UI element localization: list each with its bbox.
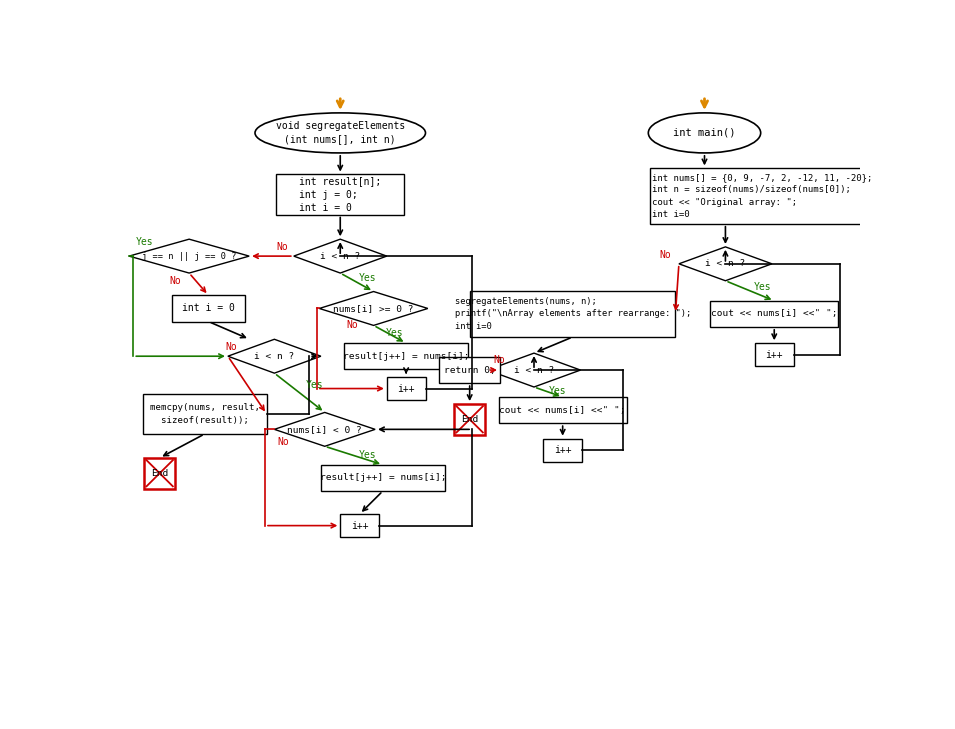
FancyBboxPatch shape [711, 301, 838, 327]
Text: j == n || j == 0 ?: j == n || j == 0 ? [142, 252, 237, 260]
Text: cout << nums[i] <<" ";: cout << nums[i] <<" "; [499, 405, 626, 415]
Text: No: No [226, 342, 238, 352]
Text: int i = 0: int i = 0 [182, 303, 235, 313]
Text: void segregateElements
(int nums[], int n): void segregateElements (int nums[], int … [276, 121, 405, 144]
Text: No: No [278, 437, 289, 448]
FancyBboxPatch shape [754, 343, 794, 366]
Polygon shape [319, 292, 428, 325]
FancyBboxPatch shape [650, 168, 875, 224]
Text: result[j++] = nums[i];: result[j++] = nums[i]; [320, 473, 446, 483]
Text: i++: i++ [554, 445, 571, 455]
Text: Yes: Yes [548, 386, 566, 396]
Ellipse shape [255, 113, 426, 153]
Text: nums[i] >= 0 ?: nums[i] >= 0 ? [333, 304, 414, 313]
Text: No: No [276, 242, 288, 252]
Text: No: No [169, 276, 181, 286]
FancyBboxPatch shape [144, 458, 175, 488]
Polygon shape [129, 239, 249, 273]
Polygon shape [228, 339, 321, 373]
Ellipse shape [648, 113, 761, 153]
FancyBboxPatch shape [455, 404, 485, 434]
Text: return 0;: return 0; [444, 365, 496, 375]
Polygon shape [294, 239, 387, 273]
Text: memcpy(nums, result,
  sizeof(result));: memcpy(nums, result, sizeof(result)); [150, 403, 260, 424]
Text: Yes: Yes [753, 282, 772, 292]
FancyBboxPatch shape [543, 439, 582, 461]
Text: nums[i] < 0 ?: nums[i] < 0 ? [287, 425, 362, 434]
FancyBboxPatch shape [439, 357, 499, 383]
FancyBboxPatch shape [172, 295, 245, 321]
Text: int main(): int main() [673, 128, 735, 138]
Text: Yes: Yes [386, 328, 403, 338]
Text: End: End [151, 469, 168, 477]
Text: No: No [660, 249, 671, 260]
Text: int result[n];
int j = 0;
int i = 0: int result[n]; int j = 0; int i = 0 [299, 176, 381, 213]
FancyBboxPatch shape [142, 394, 266, 434]
Text: i++: i++ [397, 383, 414, 394]
Text: Yes: Yes [136, 237, 153, 247]
Text: i++: i++ [766, 350, 783, 359]
FancyBboxPatch shape [276, 174, 404, 214]
FancyBboxPatch shape [499, 397, 626, 424]
Polygon shape [679, 247, 772, 281]
Text: Yes: Yes [358, 273, 376, 283]
Text: No: No [346, 321, 358, 330]
Text: cout << nums[i] <<" ";: cout << nums[i] <<" "; [711, 309, 838, 319]
Text: Yes: Yes [358, 450, 376, 460]
Polygon shape [274, 413, 375, 446]
Text: int nums[] = {0, 9, -7, 2, -12, 11, -20};
int n = sizeof(nums)/sizeof(nums[0]);
: int nums[] = {0, 9, -7, 2, -12, 11, -20}… [652, 174, 873, 219]
Text: Yes: Yes [306, 381, 324, 391]
Text: No: No [493, 355, 505, 365]
Text: i < n ?: i < n ? [320, 252, 360, 260]
FancyBboxPatch shape [344, 343, 468, 370]
Text: segregateElements(nums, n);
printf("\nArray elements after rearrange: ");
int i=: segregateElements(nums, n); printf("\nAr… [455, 297, 690, 330]
Text: i < n ?: i < n ? [706, 260, 746, 268]
FancyBboxPatch shape [340, 514, 379, 537]
FancyBboxPatch shape [470, 291, 675, 337]
Text: End: End [461, 415, 478, 424]
Text: i < n ?: i < n ? [254, 351, 294, 361]
FancyBboxPatch shape [321, 465, 445, 491]
Text: i < n ?: i < n ? [514, 365, 554, 375]
Text: result[j++] = nums[i];: result[j++] = nums[i]; [343, 351, 469, 361]
Polygon shape [487, 353, 581, 387]
Text: i++: i++ [350, 521, 369, 531]
FancyBboxPatch shape [387, 377, 426, 400]
